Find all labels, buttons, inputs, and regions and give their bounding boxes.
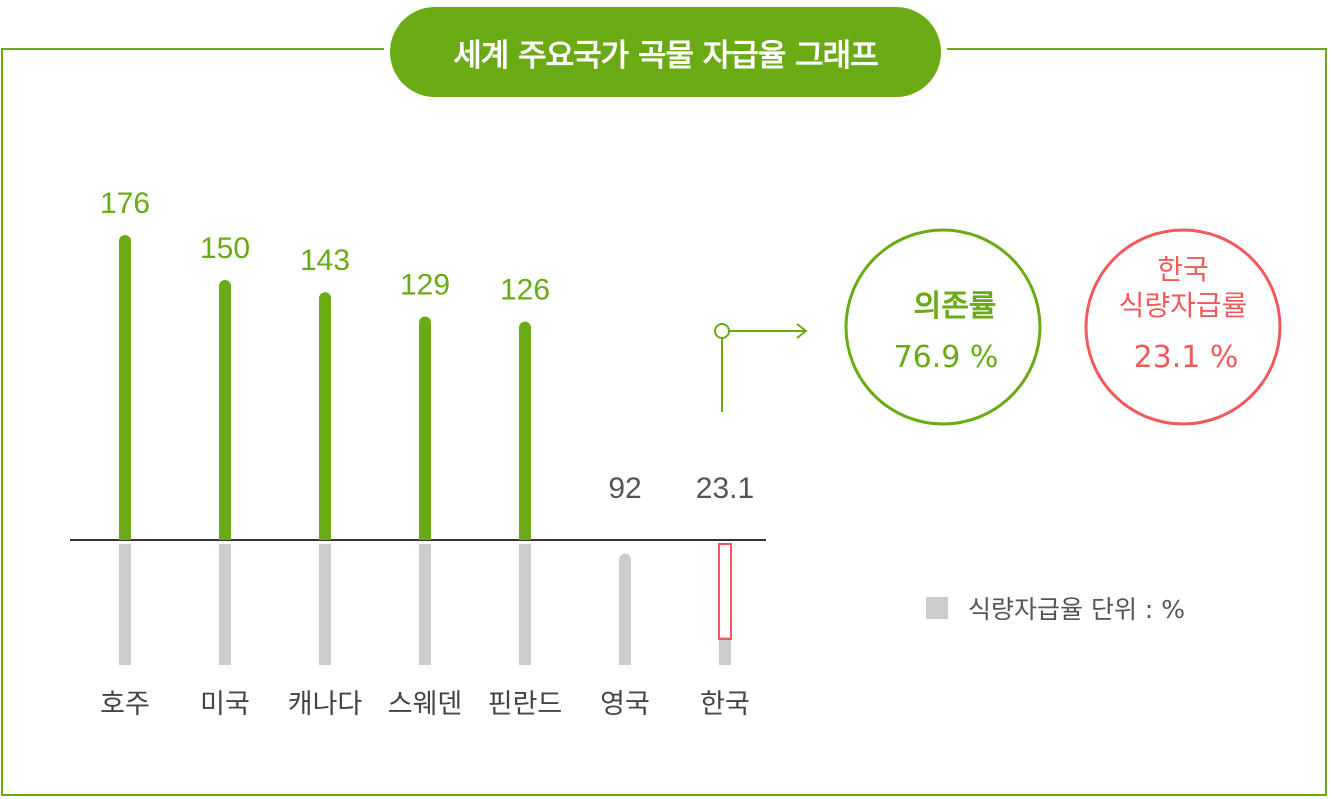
arrow-head-icon: [796, 323, 808, 339]
value-label-핀란드: 126: [500, 274, 550, 307]
korea-rate-label-line2: 식량자급률: [1118, 289, 1248, 322]
dependency-circle: [844, 228, 1042, 426]
gray-bar-호주: [119, 544, 131, 665]
category-label-한국: 한국: [700, 689, 750, 720]
gray-bar-스웨덴: [419, 544, 431, 665]
dependency-label: 의존률: [913, 289, 997, 324]
bar-미국: [219, 280, 231, 540]
category-label-영국: 영국: [600, 689, 650, 720]
bar-영국: [619, 553, 631, 665]
korea-rate-circle: [1084, 228, 1282, 426]
deficit-outline-한국: [718, 543, 732, 641]
value-label-영국: 92: [608, 472, 641, 505]
korea-rate-label: 한국 식량자급률: [1083, 252, 1283, 324]
bar-호주: [119, 235, 131, 540]
value-label-스웨덴: 129: [400, 268, 450, 301]
gray-bar-미국: [219, 544, 231, 665]
legend: 식량자급율 단위 : %: [926, 590, 1185, 626]
korea-rate-value: 23.1 %: [1133, 340, 1239, 375]
connector-node: [714, 323, 730, 339]
gray-bar-핀란드: [519, 544, 531, 665]
value-label-호주: 176: [100, 187, 150, 220]
category-label-호주: 호주: [100, 689, 150, 720]
bar-스웨덴: [419, 316, 431, 540]
bar-캐나다: [319, 292, 331, 540]
category-label-미국: 미국: [200, 689, 250, 720]
legend-swatch: [926, 597, 948, 619]
value-label-한국: 23.1: [696, 472, 754, 505]
chart-title: 세계 주요국가 곡물 자급율 그래프: [384, 1, 947, 103]
legend-label: 식량자급율 단위 : %: [968, 595, 1186, 624]
category-label-캐나다: 캐나다: [288, 689, 363, 720]
category-label-스웨덴: 스웨덴: [388, 689, 463, 720]
category-label-핀란드: 핀란드: [488, 689, 563, 720]
bars-group: [119, 235, 732, 665]
labels-group: 176 호주 150 미국 143 캐나다 129 스웨덴 126 핀란드 92 영국 23.1 한국: [100, 187, 754, 720]
bar-한국: [719, 637, 731, 665]
gray-bar-캐나다: [319, 544, 331, 665]
dependency-value: 76.9 %: [893, 340, 999, 375]
korea-rate-label-line1: 한국: [1157, 253, 1209, 286]
value-label-캐나다: 143: [300, 244, 350, 277]
bar-핀란드: [519, 321, 531, 540]
value-label-미국: 150: [200, 232, 250, 265]
